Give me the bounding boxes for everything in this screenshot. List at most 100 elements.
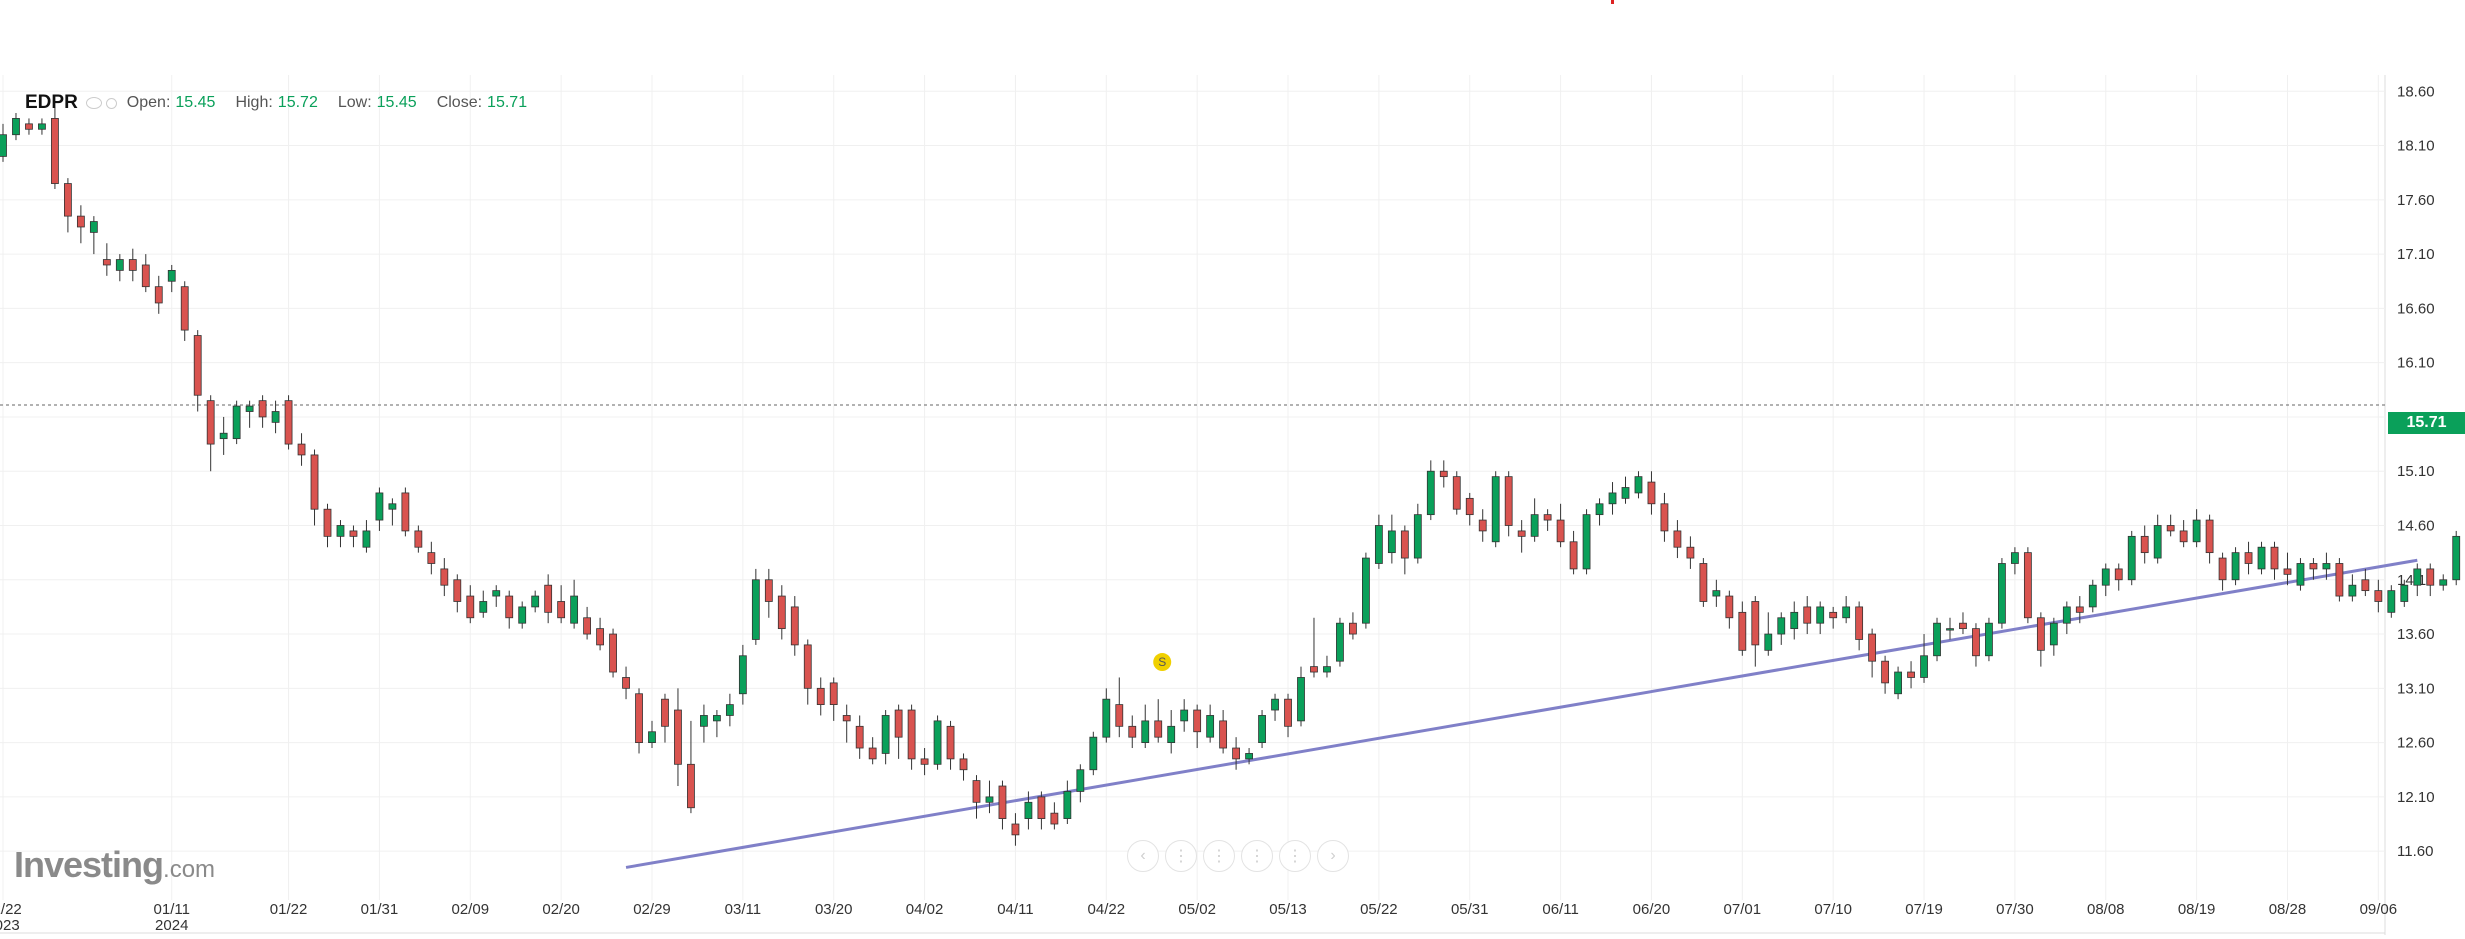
candle-body [2101, 568, 2110, 586]
high-label: High: [235, 94, 273, 111]
event-marker-label: S [1158, 655, 1166, 669]
candle-body [1193, 709, 1202, 733]
candle-body [414, 530, 423, 548]
candle-body [232, 405, 241, 440]
candle-body [2400, 584, 2409, 602]
candle-body [1881, 660, 1889, 684]
candle-body [271, 411, 280, 423]
candle-body [1037, 796, 1046, 819]
candle-body [1803, 606, 1812, 624]
candle-body [206, 400, 215, 445]
candle-body [1245, 753, 1253, 760]
candle-body [12, 118, 20, 136]
candle-body [245, 405, 254, 412]
candle-body [816, 687, 825, 706]
x-tick-sublabel: 2024 [155, 917, 188, 934]
candle-body [1959, 622, 1967, 630]
candle-body [1569, 541, 1578, 570]
candle-body [738, 655, 747, 695]
candle-body [1115, 704, 1124, 727]
chevron-right-icon[interactable]: › [1317, 840, 1349, 872]
candle-body [2166, 525, 2175, 532]
candle-body [2309, 563, 2318, 570]
x-tick-label: 01/11 [154, 901, 190, 918]
candle-body [89, 221, 98, 233]
close-value: 15.71 [487, 94, 528, 111]
x-tick-label: 04/22 [1088, 901, 1126, 918]
candle-body [1686, 546, 1695, 559]
candle-body [375, 492, 384, 521]
y-tick-label: 14.60 [2397, 517, 2435, 534]
candle-body [1543, 514, 1552, 521]
x-tick-label: 06/20 [1633, 901, 1671, 918]
zoom-reset-icon[interactable]: ⋮ [1203, 840, 1235, 872]
zoom-out-icon[interactable]: ⋮ [1165, 840, 1197, 872]
candle-body [2036, 617, 2045, 651]
x-tick-label: 04/11 [997, 901, 1033, 918]
candle-body [193, 335, 202, 396]
low-label: Low: [337, 94, 372, 111]
candle-body [1751, 601, 1760, 646]
candle-body [141, 264, 150, 288]
candle-body [2374, 590, 2383, 602]
chevron-left-icon[interactable]: ‹ [1127, 840, 1159, 872]
candle-body [751, 579, 760, 640]
zoom-in-icon[interactable]: ⋮ [1241, 840, 1273, 872]
candle-body [2413, 568, 2422, 586]
symbol-label[interactable]: EDPR [25, 92, 78, 113]
candle-body [842, 715, 851, 722]
pan-icon[interactable]: ⋮ [1279, 840, 1311, 872]
investing-logo: Investing.com [14, 844, 215, 886]
y-tick-label: 12.60 [2397, 735, 2435, 752]
candle-body [2257, 546, 2266, 570]
candle-body [622, 677, 630, 689]
candle-body [518, 606, 527, 624]
candle-body [128, 259, 137, 271]
candle-body [609, 633, 617, 673]
x-tick-label: 02/20 [542, 901, 580, 918]
candle-body [1271, 698, 1279, 711]
candle-body [167, 269, 176, 282]
candle-body [713, 715, 721, 722]
candle-body [1050, 812, 1059, 825]
candle-body [2114, 568, 2123, 581]
candle-body [1868, 633, 1877, 662]
visibility-eye-icon[interactable] [85, 97, 102, 109]
candle-body [297, 443, 306, 456]
candle-body [2153, 525, 2162, 559]
x-tick-label: 02/29 [633, 901, 671, 918]
candle-body [1621, 487, 1630, 499]
candle-body [1465, 497, 1474, 516]
x-tick-label: 08/19 [2178, 901, 2216, 918]
candle-body [1504, 476, 1513, 526]
candle-body [1530, 514, 1539, 537]
x-tick-sublabel: 2023 [0, 917, 20, 934]
x-tick-label: 05/02 [1178, 901, 1216, 918]
candle-body [2192, 519, 2201, 543]
candle-body [1946, 628, 1954, 631]
logo-main: Investing [14, 844, 164, 885]
candle-body [544, 584, 553, 613]
candle-body [64, 183, 72, 217]
settings-circle-icon[interactable] [105, 97, 117, 109]
high-value: 15.72 [277, 94, 318, 111]
candle-body [1673, 530, 1682, 548]
candle-body [38, 123, 46, 130]
candle-body [1556, 519, 1565, 543]
candle-body [1933, 622, 1941, 657]
x-tick-label: 05/22 [1360, 901, 1398, 918]
candle-body [2205, 519, 2214, 554]
candle-body [1167, 725, 1176, 743]
candle-body [2452, 535, 2461, 581]
candle-body [1336, 622, 1344, 662]
candle-body [1024, 801, 1033, 819]
candle-body [2335, 563, 2344, 597]
candle-body [219, 432, 228, 440]
candle-body [1362, 557, 1370, 624]
candle-body [284, 400, 293, 445]
candle-body [180, 286, 189, 331]
candle-body [1985, 622, 1993, 657]
candle-body [505, 595, 514, 619]
